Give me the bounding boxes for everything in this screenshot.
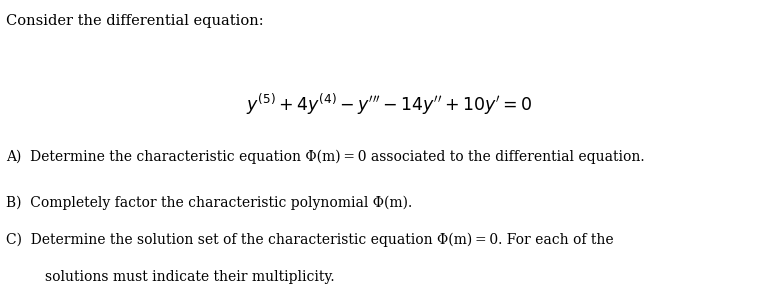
Text: C)  Determine the solution set of the characteristic equation Φ(m) = 0. For each: C) Determine the solution set of the cha…: [6, 232, 614, 247]
Text: B)  Completely factor the characteristic polynomial Φ(m).: B) Completely factor the characteristic …: [6, 195, 412, 210]
Text: Consider the differential equation:: Consider the differential equation:: [6, 14, 264, 28]
Text: A)  Determine the characteristic equation Φ(m) = 0 associated to the differentia: A) Determine the characteristic equation…: [6, 149, 645, 164]
Text: solutions must indicate their multiplicity.: solutions must indicate their multiplici…: [45, 270, 335, 284]
Text: $y^{(5)} + 4y^{(4)} - y^{\prime\prime\prime} - 14y^{\prime\prime} + 10y^{\prime}: $y^{(5)} + 4y^{(4)} - y^{\prime\prime\pr…: [246, 92, 532, 117]
